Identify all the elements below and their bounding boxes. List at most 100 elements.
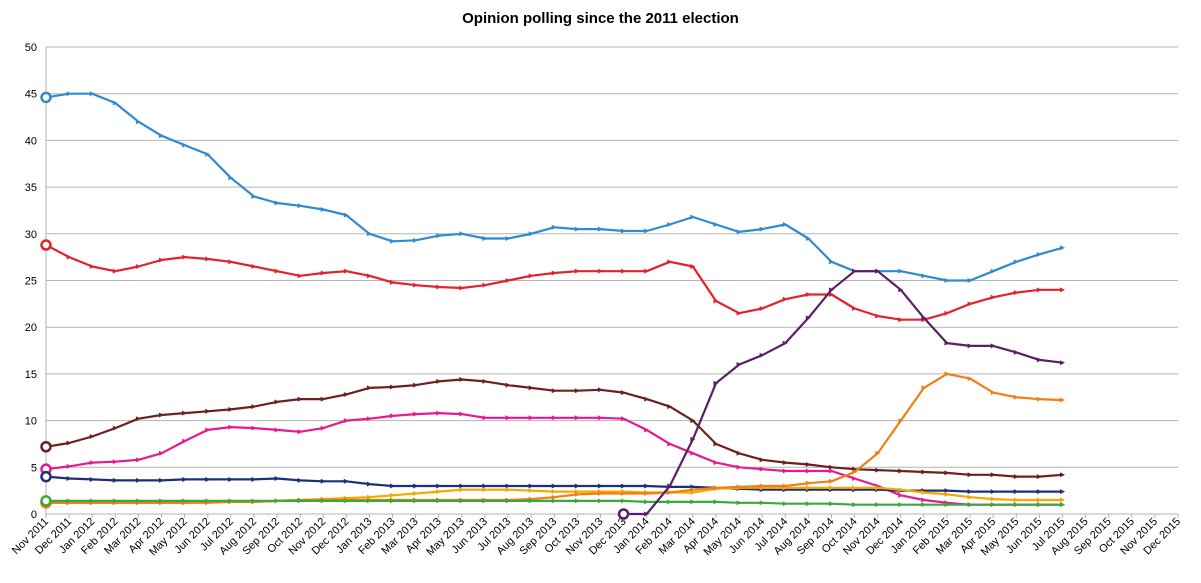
series-point: [205, 256, 211, 262]
series-point: [921, 497, 927, 503]
series-point: [1036, 497, 1042, 503]
series-point: [852, 306, 858, 312]
series-point: [251, 404, 257, 410]
series-point: [875, 268, 881, 274]
series-point: [135, 119, 141, 125]
series-point: [898, 268, 904, 274]
series-point: [1036, 357, 1042, 363]
series-3: [40, 410, 1065, 508]
series-point: [459, 285, 465, 291]
series-point: [366, 385, 372, 391]
series-point: [274, 200, 280, 206]
series-point: [228, 175, 234, 181]
series-point: [921, 502, 927, 508]
series-point: [736, 500, 742, 506]
series-point: [967, 278, 973, 283]
series-point: [251, 425, 257, 431]
series-point: [297, 429, 303, 435]
series-point: [413, 237, 419, 243]
series-point: [528, 415, 534, 421]
series-2: [40, 377, 1065, 480]
series-point: [482, 483, 488, 489]
series-point: [297, 498, 303, 504]
series-point: [852, 469, 858, 475]
series-point: [436, 378, 442, 384]
series-point: [1059, 360, 1065, 366]
series-point: [852, 268, 858, 274]
series-point: [66, 91, 72, 97]
series-point: [205, 498, 211, 504]
series-point: [805, 468, 811, 474]
series-point: [1059, 287, 1065, 293]
series-point: [805, 292, 811, 298]
series-point: [1036, 474, 1042, 480]
series-point: [967, 494, 973, 500]
series-point: [320, 425, 326, 431]
series-start-marker: [40, 441, 52, 453]
y-tick-label: 25: [25, 276, 37, 288]
series-point: [482, 235, 488, 241]
series-point: [66, 254, 72, 260]
series-point: [1036, 396, 1042, 402]
series-point: [89, 263, 95, 269]
series-point: [736, 362, 742, 368]
series-point: [251, 498, 257, 504]
series-point: [990, 489, 996, 495]
series-point: [1013, 290, 1019, 296]
series-point: [828, 501, 834, 507]
series-point: [413, 282, 419, 288]
series-point: [366, 231, 372, 237]
series-point: [944, 470, 950, 476]
series-point: [828, 468, 834, 474]
series-point: [667, 259, 673, 265]
series-point: [644, 268, 650, 274]
series-point: [944, 310, 950, 316]
y-tick-label: 30: [25, 229, 37, 241]
series-point: [159, 133, 165, 139]
series-point: [182, 476, 188, 482]
series-point: [413, 411, 419, 417]
series-line: [44, 243, 1064, 321]
series-point: [551, 483, 557, 489]
series-point: [574, 388, 580, 394]
series-point: [390, 384, 396, 390]
series-point: [112, 100, 118, 106]
series-point: [89, 498, 95, 504]
series-point: [1013, 497, 1019, 503]
series-point: [852, 476, 858, 482]
series-point: [505, 487, 511, 493]
series-point: [551, 224, 557, 230]
series-point: [574, 498, 580, 504]
series-point: [205, 151, 211, 157]
series-point: [597, 490, 603, 496]
series-point: [621, 416, 627, 422]
series-point: [89, 433, 95, 439]
series-point: [759, 483, 765, 489]
series-point: [1013, 502, 1019, 508]
series-point: [366, 498, 372, 504]
series-point: [482, 378, 488, 384]
series-point: [135, 457, 141, 463]
series-point: [736, 450, 742, 456]
series-point: [297, 396, 303, 402]
series-point: [320, 207, 326, 213]
series-point: [297, 273, 303, 279]
series-point: [759, 226, 765, 232]
series-point: [875, 467, 881, 473]
series-point: [112, 268, 118, 274]
series-point: [528, 488, 534, 494]
series-point: [205, 408, 211, 414]
y-tick-label: 5: [31, 462, 37, 474]
series-point: [413, 483, 419, 489]
series-point: [528, 273, 534, 279]
series-point: [690, 499, 696, 505]
series-point: [644, 396, 650, 402]
series-point: [990, 390, 996, 396]
series-point: [1059, 502, 1065, 508]
series-point: [66, 476, 72, 482]
y-tick-label: 0: [31, 509, 37, 521]
series-point: [597, 483, 603, 489]
series-point: [667, 483, 673, 489]
series-point: [574, 491, 580, 497]
series-point: [459, 487, 465, 493]
